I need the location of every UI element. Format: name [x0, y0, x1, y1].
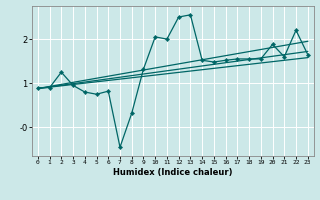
X-axis label: Humidex (Indice chaleur): Humidex (Indice chaleur)	[113, 168, 233, 177]
